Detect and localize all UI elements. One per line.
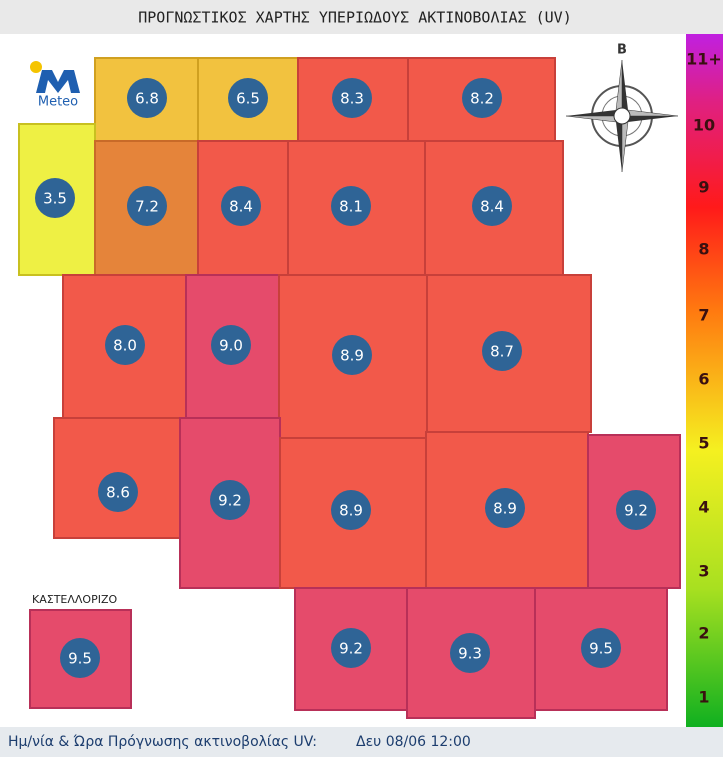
scale-label: 7 [698, 306, 709, 325]
scale-label: 9 [698, 178, 709, 197]
uv-value: 8.7 [490, 343, 514, 361]
logo: Meteo [30, 61, 80, 110]
scale-label: 2 [698, 624, 709, 643]
uv-value: 8.9 [340, 347, 364, 365]
uv-badge [462, 78, 502, 118]
scale-label: 3 [698, 562, 709, 581]
footer-label: Ημ/νία & Ώρα Πρόγνωσης ακτινοβολίας UV: [8, 734, 317, 750]
uv-badge [331, 186, 371, 226]
uv-value: 8.9 [493, 500, 517, 518]
uv-badge [450, 633, 490, 673]
uv-badge [485, 488, 525, 528]
scale-label: 5 [698, 434, 709, 453]
uv-value: 8.0 [113, 337, 137, 355]
uv-badge [228, 78, 268, 118]
title-bar [0, 0, 723, 34]
uv-value: 8.9 [339, 502, 363, 520]
uv-badge [332, 335, 372, 375]
uv-value: 8.2 [470, 90, 494, 108]
uv-value: 9.3 [458, 645, 482, 663]
uv-badge [127, 186, 167, 226]
uv-value: 9.5 [589, 640, 613, 658]
uv-value: 6.5 [236, 90, 260, 108]
logo-text: Meteo [38, 95, 78, 110]
uv-badge [332, 78, 372, 118]
uv-badge [482, 331, 522, 371]
uv-cell [29, 609, 132, 709]
uv-value: 9.2 [218, 492, 242, 510]
scale-label: 11+ [686, 50, 722, 69]
compass: Β [565, 43, 679, 173]
uv-value: 8.1 [339, 198, 363, 216]
uv-value: 3.5 [43, 190, 67, 208]
uv-badge [221, 186, 261, 226]
uv-value: 8.3 [340, 90, 364, 108]
uv-badge [35, 178, 75, 218]
compass-north: Β [617, 43, 627, 58]
footer-datetime: Δευ 08/06 12:00 [356, 734, 471, 750]
title: ΠΡΟΓΝΩΣΤΙΚΟΣ ΧΑΡΤΗΣ ΥΠΕΡΙΩΔΟΥΣ ΑΚΤΙΝΟΒΟΛ… [138, 9, 571, 27]
scale-label: 1 [698, 688, 709, 707]
scale-label: 6 [698, 370, 709, 389]
uv-value: 9.0 [219, 337, 243, 355]
uv-value: 9.2 [339, 640, 363, 658]
uv-badge [331, 628, 371, 668]
scale-label: 10 [693, 116, 715, 135]
scale-label: 4 [698, 498, 709, 517]
uv-badge [105, 325, 145, 365]
uv-value: 8.4 [229, 198, 253, 216]
uv-badge [127, 78, 167, 118]
uv-badge [211, 325, 251, 365]
uv-badge [98, 472, 138, 512]
uv-badge [616, 490, 656, 530]
uv-value: 8.4 [480, 198, 504, 216]
uv-badge [210, 480, 250, 520]
uv-value: 7.2 [135, 198, 159, 216]
uv-scale-bar [686, 34, 723, 727]
uv-value: 9.2 [624, 502, 648, 520]
scale-label: 8 [698, 240, 709, 259]
uv-badge [60, 638, 100, 678]
uv-value: 8.6 [106, 484, 130, 502]
uv-badge [331, 490, 371, 530]
footer-bar [0, 727, 723, 757]
inset-label: ΚΑΣΤΕΛΛΟΡΙΖΟ [32, 593, 117, 606]
uv-value: 6.8 [135, 90, 159, 108]
uv-badge [472, 186, 512, 226]
uv-badge [581, 628, 621, 668]
uv-value: 9.5 [68, 650, 92, 668]
